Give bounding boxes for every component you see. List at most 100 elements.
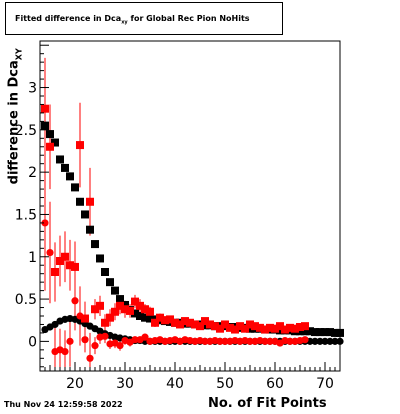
data-point-square — [136, 301, 144, 310]
data-point-square — [261, 325, 269, 334]
data-point-square — [96, 254, 104, 263]
data-point-square — [146, 314, 154, 323]
data-point-square — [281, 325, 289, 334]
data-point-square — [296, 327, 304, 336]
data-point-square — [86, 197, 94, 206]
data-point-circle — [216, 337, 224, 345]
data-point-circle — [321, 337, 329, 345]
y-tick-label: 0 — [28, 334, 37, 350]
data-point-square — [216, 324, 224, 333]
data-point-square — [121, 305, 129, 314]
data-point-circle — [266, 337, 274, 345]
data-point-square — [166, 315, 174, 324]
data-point-square — [201, 317, 209, 326]
x-tick-label: 40 — [166, 376, 184, 392]
chart-title-prefix: Fitted difference in Dca — [15, 14, 122, 23]
x-tick-label: 70 — [316, 376, 334, 392]
data-point-circle — [141, 333, 149, 341]
data-point-square — [81, 210, 89, 219]
data-point-square — [51, 138, 59, 147]
x-tick-label: 20 — [66, 376, 84, 392]
data-point-circle — [201, 337, 209, 345]
data-point-square — [71, 262, 79, 271]
data-point-circle — [326, 337, 334, 345]
data-point-square — [246, 320, 254, 329]
data-point-circle — [331, 337, 339, 345]
data-point-square — [141, 313, 149, 322]
data-point-square — [246, 324, 254, 333]
timestamp: Thu Nov 24 12:59:58 2022 — [4, 400, 123, 409]
data-point-circle — [221, 337, 229, 345]
y-tick-label: 3 — [28, 81, 37, 97]
data-point-square — [76, 141, 84, 150]
data-point-circle — [41, 219, 49, 227]
data-point-square — [121, 301, 129, 309]
data-point-circle — [116, 342, 124, 350]
data-point-square — [276, 326, 284, 335]
data-point-square — [141, 305, 149, 314]
data-point-square — [116, 295, 124, 304]
data-point-square — [211, 322, 219, 331]
chart-title-suffix: for Global Rec Pion NoHits — [127, 14, 250, 23]
data-point-circle — [316, 337, 324, 345]
data-point-square — [146, 307, 154, 316]
data-point-square — [101, 318, 109, 327]
data-point-square — [71, 183, 79, 192]
data-point-square — [271, 324, 279, 333]
data-point-square — [226, 323, 234, 332]
y-tick-label: 1.5 — [15, 207, 37, 223]
y-axis-label-sub: XY — [14, 48, 24, 61]
data-point-square — [236, 322, 244, 331]
data-point-square — [46, 130, 54, 139]
data-point-circle — [301, 336, 309, 344]
data-point-square — [186, 318, 194, 327]
data-point-square — [311, 328, 319, 337]
data-point-square — [111, 307, 119, 316]
chart-title: Fitted difference in Dcaxy for Global Re… — [15, 14, 250, 26]
data-point-circle — [311, 337, 319, 345]
data-point-square — [91, 240, 99, 249]
data-point-circle — [91, 342, 99, 350]
data-point-square — [156, 313, 164, 322]
data-point-square — [196, 322, 204, 331]
data-point-square — [116, 301, 124, 310]
data-point-square — [161, 316, 169, 325]
data-point-circle — [71, 297, 79, 305]
data-point-square — [66, 172, 74, 181]
data-point-square — [46, 142, 54, 151]
data-point-square — [221, 320, 229, 329]
y-axis-label-main: difference in Dca — [6, 60, 22, 185]
x-axis: 20 30 40 50 60 70 — [39, 362, 341, 392]
data-point-square — [66, 261, 74, 270]
data-point-square — [191, 320, 199, 329]
data-point-square — [201, 321, 209, 330]
y-tick-label: 2 — [28, 165, 37, 181]
data-point-square — [321, 328, 329, 337]
y-tick-label: 1 — [28, 250, 37, 266]
x-axis-label: No. of Fit Points — [208, 396, 327, 411]
data-point-square — [231, 325, 239, 334]
data-point-square — [41, 104, 49, 113]
y-tick-label: 2.5 — [15, 123, 37, 139]
data-point-square — [251, 322, 259, 331]
data-point-circle — [86, 354, 94, 362]
data-point-square — [126, 306, 134, 315]
data-point-square — [131, 309, 139, 318]
data-point-square — [241, 324, 249, 333]
data-point-square — [276, 322, 284, 331]
data-point-square — [171, 318, 179, 327]
y-axis-label: difference in DcaXY — [7, 41, 24, 191]
data-point-square — [56, 257, 64, 265]
y-tick-label: 0.5 — [15, 292, 37, 308]
data-point-square — [136, 312, 144, 320]
data-point-circle — [336, 337, 344, 345]
data-point-square — [111, 286, 119, 295]
data-point-square — [96, 301, 104, 310]
data-point-square — [336, 328, 344, 337]
data-point-circle — [81, 336, 89, 344]
data-point-circle — [246, 337, 254, 345]
data-point-square — [331, 328, 339, 337]
data-point-square — [296, 323, 304, 331]
data-point-circle — [61, 347, 69, 356]
